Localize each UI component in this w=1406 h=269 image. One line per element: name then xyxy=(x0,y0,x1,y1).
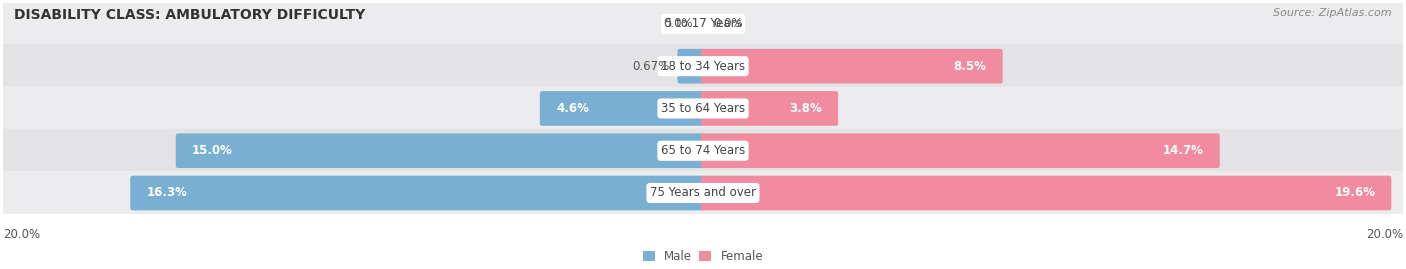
FancyBboxPatch shape xyxy=(702,176,1392,210)
Text: 20.0%: 20.0% xyxy=(1367,228,1403,241)
Legend: Male, Female: Male, Female xyxy=(638,245,768,267)
Text: 14.7%: 14.7% xyxy=(1163,144,1204,157)
FancyBboxPatch shape xyxy=(702,133,1220,168)
FancyBboxPatch shape xyxy=(131,176,704,210)
Text: 0.0%: 0.0% xyxy=(662,17,693,30)
Text: 20.0%: 20.0% xyxy=(3,228,39,241)
FancyBboxPatch shape xyxy=(0,2,1406,46)
Text: 75 Years and over: 75 Years and over xyxy=(650,186,756,200)
Text: 0.0%: 0.0% xyxy=(713,17,744,30)
FancyBboxPatch shape xyxy=(702,91,838,126)
Text: 3.8%: 3.8% xyxy=(789,102,823,115)
Text: 15.0%: 15.0% xyxy=(191,144,233,157)
Text: Source: ZipAtlas.com: Source: ZipAtlas.com xyxy=(1274,8,1392,18)
Text: 5 to 17 Years: 5 to 17 Years xyxy=(665,17,741,30)
Text: DISABILITY CLASS: AMBULATORY DIFFICULTY: DISABILITY CLASS: AMBULATORY DIFFICULTY xyxy=(14,8,366,22)
Text: 16.3%: 16.3% xyxy=(146,186,187,200)
FancyBboxPatch shape xyxy=(0,86,1406,130)
FancyBboxPatch shape xyxy=(176,133,704,168)
FancyBboxPatch shape xyxy=(540,91,704,126)
FancyBboxPatch shape xyxy=(702,49,1002,83)
FancyBboxPatch shape xyxy=(0,44,1406,88)
Text: 19.6%: 19.6% xyxy=(1334,186,1375,200)
Text: 65 to 74 Years: 65 to 74 Years xyxy=(661,144,745,157)
FancyBboxPatch shape xyxy=(678,49,704,83)
Text: 4.6%: 4.6% xyxy=(555,102,589,115)
FancyBboxPatch shape xyxy=(0,171,1406,215)
Text: 8.5%: 8.5% xyxy=(953,60,987,73)
Text: 18 to 34 Years: 18 to 34 Years xyxy=(661,60,745,73)
Text: 0.67%: 0.67% xyxy=(631,60,669,73)
Text: 35 to 64 Years: 35 to 64 Years xyxy=(661,102,745,115)
FancyBboxPatch shape xyxy=(0,129,1406,173)
